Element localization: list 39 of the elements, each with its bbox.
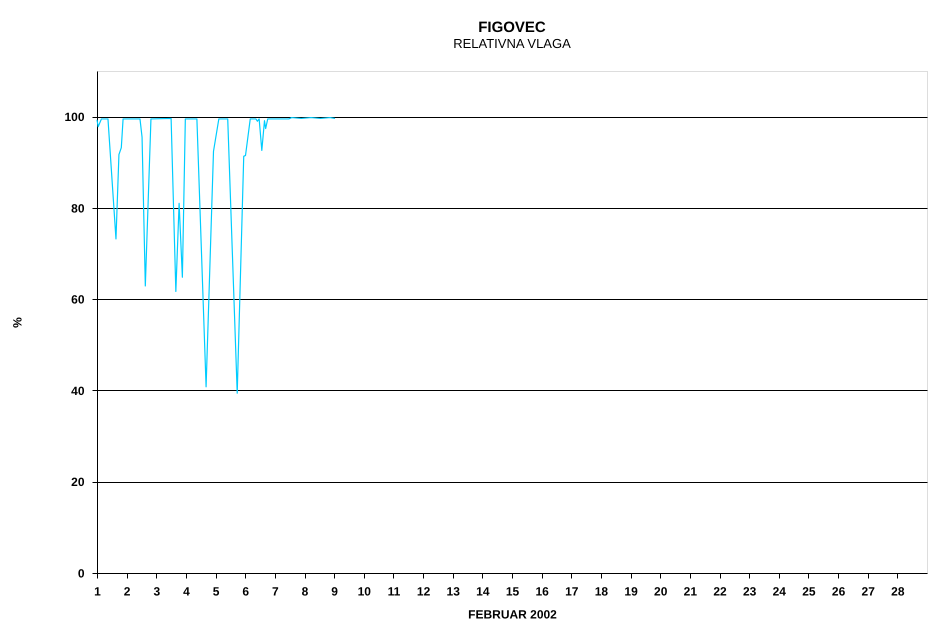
x-tick-label: 1 [94, 584, 102, 598]
x-tick-label: 15 [506, 584, 520, 598]
line-series [96, 116, 336, 394]
y-tick-label: 100 [64, 110, 85, 124]
y-tick-label: 80 [71, 201, 85, 216]
x-axis-title: FEBRUAR 2002 [468, 608, 558, 622]
x-tick-label: 8 [302, 584, 309, 598]
x-tick-label: 6 [242, 584, 250, 598]
x-tick-label: 19 [624, 584, 638, 598]
x-tick-label: 24 [772, 584, 786, 598]
y-tick-label: 20 [71, 475, 85, 490]
x-tick-label: 22 [713, 584, 727, 598]
x-tick-label: 17 [565, 584, 579, 598]
x-tick-label: 12 [416, 584, 431, 598]
y-axis-title: % [10, 316, 24, 328]
x-tick-label: 16 [535, 584, 550, 598]
x-tick-label: 23 [742, 584, 757, 598]
x-tick-label: 25 [802, 584, 816, 598]
y-tick-label: 60 [71, 292, 85, 307]
x-tick-label: 3 [153, 584, 160, 598]
x-tick-label: 26 [832, 584, 846, 598]
x-tick-label: 9 [331, 584, 338, 598]
y-tick-label: 40 [71, 384, 85, 398]
x-tick-label: 18 [594, 584, 608, 598]
chart-title: FIGOVEC [478, 19, 546, 36]
y-tick-label: 0 [78, 566, 85, 580]
x-tick-label: 11 [388, 584, 401, 598]
x-tick-label: 5 [212, 584, 220, 598]
x-tick-label: 4 [183, 584, 190, 598]
x-tick-label: 13 [446, 584, 460, 598]
x-tick-label: 20 [654, 584, 668, 598]
x-tick-label: 2 [124, 584, 131, 598]
x-tick-label: 28 [891, 584, 905, 598]
x-tick-label: 7 [272, 584, 280, 598]
x-tick-label: 27 [862, 584, 876, 598]
x-tick-label: 10 [358, 584, 372, 598]
x-tick-label: 14 [476, 584, 490, 598]
chart-subtitle: RELATIVNA VLAGA [453, 36, 572, 51]
x-tick-label: 21 [684, 584, 698, 598]
